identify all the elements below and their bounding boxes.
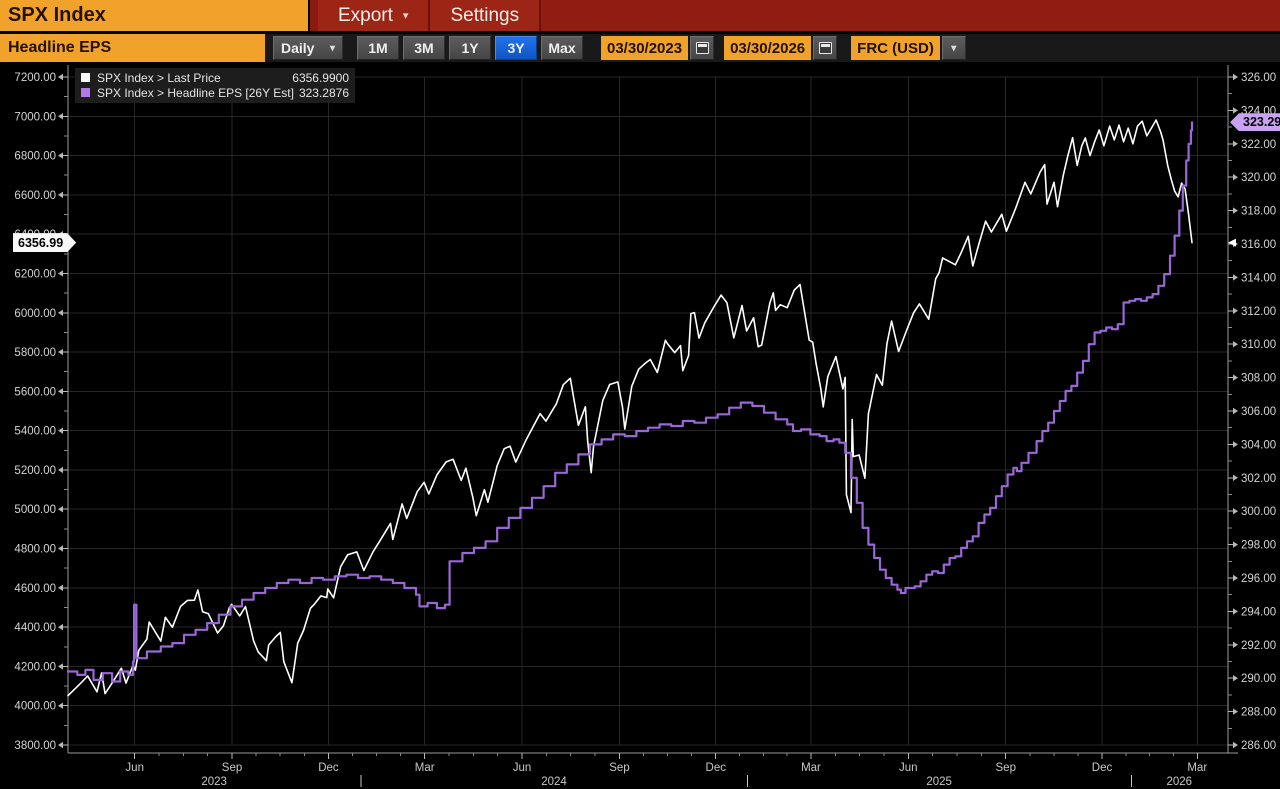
svg-text:296.00: 296.00 [1241, 573, 1276, 585]
svg-text:326.00: 326.00 [1241, 72, 1276, 84]
settings-label: Settings [450, 4, 520, 26]
period-button-max[interactable]: Max [541, 36, 583, 60]
svg-text:Jun: Jun [513, 762, 532, 774]
titlebar-spacer [310, 0, 318, 31]
legend-label: SPX Index > Last Price [97, 70, 221, 85]
svg-text:322.00: 322.00 [1241, 139, 1276, 151]
period-button-1m[interactable]: 1M [357, 36, 399, 60]
period-button-3y[interactable]: 3Y [495, 36, 537, 60]
frequency-dropdown[interactable]: Daily ▾ [273, 36, 343, 60]
svg-text:2025: 2025 [926, 776, 952, 788]
export-label: Export [338, 4, 393, 26]
svg-text:294.00: 294.00 [1241, 606, 1276, 618]
svg-text:Mar: Mar [415, 762, 435, 774]
svg-text:288.00: 288.00 [1241, 707, 1276, 719]
period-button-1y[interactable]: 1Y [449, 36, 491, 60]
svg-text:Jun: Jun [125, 762, 144, 774]
svg-text:286.00: 286.00 [1241, 740, 1276, 752]
svg-text:Mar: Mar [801, 762, 821, 774]
svg-text:5800.00: 5800.00 [14, 347, 56, 359]
svg-text:2024: 2024 [541, 776, 567, 788]
svg-text:4200.00: 4200.00 [14, 661, 56, 673]
security-field[interactable]: SPX Index [0, 0, 310, 31]
svg-text:2026: 2026 [1166, 776, 1192, 788]
svg-text:7000.00: 7000.00 [14, 111, 56, 123]
svg-text:7200.00: 7200.00 [14, 72, 56, 84]
export-button[interactable]: Export ▾ [318, 0, 431, 31]
legend-value: 6356.9900 [292, 70, 349, 85]
svg-text:Mar: Mar [1187, 762, 1207, 774]
svg-text:298.00: 298.00 [1241, 540, 1276, 552]
period-button-group: 1M 3M 1Y 3Y Max [357, 36, 583, 60]
svg-text:304.00: 304.00 [1241, 439, 1276, 451]
end-date-calendar-button[interactable] [813, 36, 838, 60]
svg-text:312.00: 312.00 [1241, 306, 1276, 318]
svg-text:4800.00: 4800.00 [14, 544, 56, 556]
svg-text:Sep: Sep [609, 762, 629, 774]
svg-text:302.00: 302.00 [1241, 473, 1276, 485]
svg-text:308.00: 308.00 [1241, 373, 1276, 385]
currency-field[interactable]: FRC (USD) [851, 36, 940, 60]
titlebar-background [541, 0, 1280, 31]
end-date-input[interactable]: 03/30/2026 [724, 36, 812, 60]
svg-text:5600.00: 5600.00 [14, 386, 56, 398]
calendar-icon [695, 42, 709, 54]
chart-toolbar: Headline EPS Daily ▾ 1M 3M 1Y 3Y Max 03/… [0, 34, 1280, 62]
svg-text:6800.00: 6800.00 [14, 151, 56, 163]
svg-text:3800.00: 3800.00 [14, 740, 56, 752]
legend-row-last-price[interactable]: SPX Index > Last Price 6356.9900 [81, 70, 349, 85]
chevron-down-icon: ▾ [329, 42, 335, 54]
start-date-calendar-button[interactable] [690, 36, 715, 60]
svg-text:2023: 2023 [201, 776, 227, 788]
svg-text:5400.00: 5400.00 [14, 426, 56, 438]
svg-text:Dec: Dec [706, 762, 727, 774]
svg-text:5200.00: 5200.00 [14, 465, 56, 477]
field-selector[interactable]: Headline EPS [0, 34, 265, 62]
svg-text:Sep: Sep [996, 762, 1016, 774]
svg-text:5000.00: 5000.00 [14, 504, 56, 516]
svg-text:300.00: 300.00 [1241, 506, 1276, 518]
svg-text:4600.00: 4600.00 [14, 583, 56, 595]
legend-label: SPX Index > Headline EPS [26Y Est] [97, 85, 294, 100]
svg-text:Sep: Sep [222, 762, 242, 774]
legend-row-headline-eps[interactable]: SPX Index > Headline EPS [26Y Est] 323.2… [81, 85, 349, 100]
settings-button[interactable]: Settings [430, 0, 542, 31]
period-button-3m[interactable]: 3M [403, 36, 445, 60]
title-bar: SPX Index Export ▾ Settings [0, 0, 1280, 31]
calendar-icon [818, 42, 832, 54]
eps-last-value-tag: 323.29 [1230, 113, 1280, 132]
chevron-down-icon: ▾ [951, 42, 957, 54]
chart-legend: SPX Index > Last Price 6356.9900 SPX Ind… [75, 68, 355, 103]
last-price-tag: 6356.99 [13, 233, 76, 252]
frequency-label: Daily [281, 40, 315, 56]
svg-text:6000.00: 6000.00 [14, 308, 56, 320]
svg-text:290.00: 290.00 [1241, 673, 1276, 685]
last-price-tag-value: 6356.99 [18, 235, 64, 250]
chevron-down-icon: ▾ [402, 10, 409, 22]
svg-text:306.00: 306.00 [1241, 406, 1276, 418]
svg-text:Dec: Dec [1092, 762, 1113, 774]
svg-text:320.00: 320.00 [1241, 172, 1276, 184]
svg-text:292.00: 292.00 [1241, 640, 1276, 652]
svg-text:316.00: 316.00 [1241, 239, 1276, 251]
headline-eps-swatch [81, 88, 90, 97]
svg-text:314.00: 314.00 [1241, 272, 1276, 284]
svg-text:310.00: 310.00 [1241, 339, 1276, 351]
svg-text:Dec: Dec [318, 762, 339, 774]
svg-text:6200.00: 6200.00 [14, 268, 56, 280]
currency-dropdown-button[interactable]: ▾ [941, 36, 966, 60]
svg-text:Jun: Jun [899, 762, 918, 774]
last-price-swatch [81, 73, 90, 82]
svg-text:6600.00: 6600.00 [14, 190, 56, 202]
svg-text:4400.00: 4400.00 [14, 622, 56, 634]
svg-text:4000.00: 4000.00 [14, 701, 56, 713]
eps-last-value-tag-value: 323.29 [1243, 115, 1280, 130]
start-date-input[interactable]: 03/30/2023 [601, 36, 689, 60]
legend-value: 323.2876 [298, 85, 349, 100]
svg-text:318.00: 318.00 [1241, 206, 1276, 218]
